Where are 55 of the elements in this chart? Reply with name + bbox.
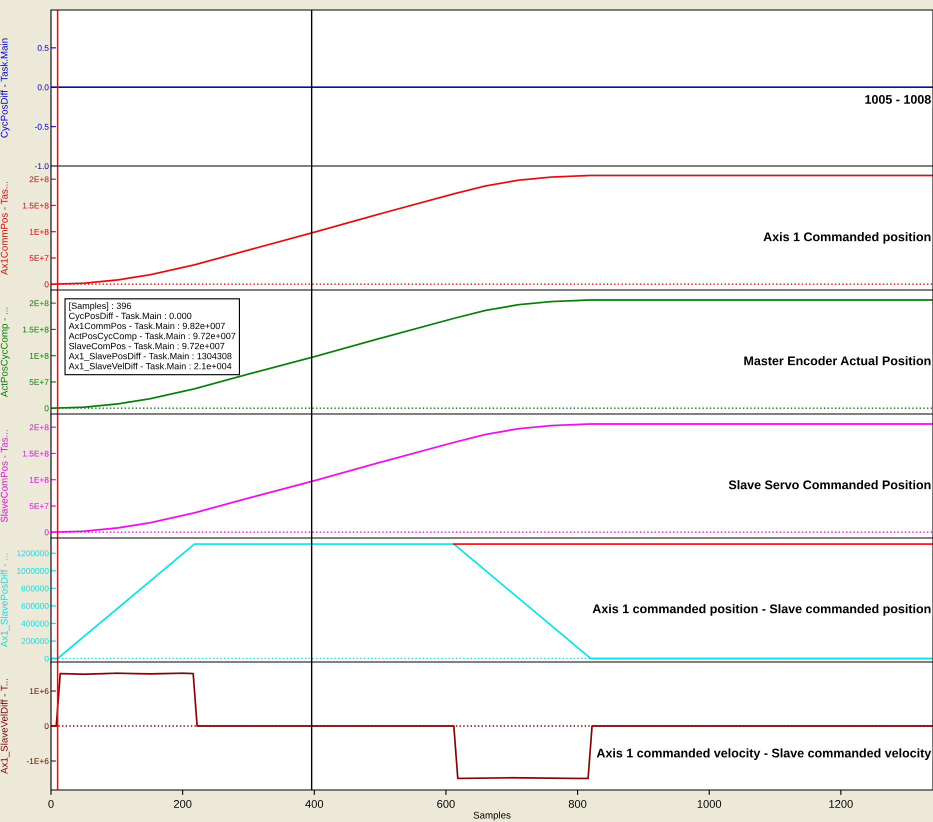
y-tick-label: 1E+6: [30, 688, 49, 694]
y-tick-label: 1E+8: [30, 352, 49, 359]
x-axis-title: Samples: [474, 811, 511, 821]
y-axis-title: Ax1_SlavePosDiff - ...: [0, 554, 10, 648]
y-tick-label: 1E+8: [30, 228, 49, 235]
y-tick-label: 400000: [21, 620, 49, 626]
y-tick-label: 2E+8: [30, 424, 49, 430]
y-tick-label: 2E+8: [30, 300, 49, 306]
x-tick-label: 400: [305, 800, 324, 808]
y-axis-title: Ax1CommPos - Tas...: [0, 182, 8, 275]
annotation: ActPosCycComp - Task.Main : 9.72e+007: [68, 332, 236, 341]
x-tick-label: 1200: [829, 800, 853, 808]
y-tick-label: -1E+6: [26, 758, 49, 764]
y-tick-label: 1.5E+8: [22, 202, 49, 209]
annotation: Ax1_SlaveVelDiff - Task.Main : 2.1e+004: [68, 362, 232, 372]
y-tick-label: 200000: [22, 638, 49, 644]
annotation: [Samples] : 396: [69, 302, 131, 311]
annotation: CycPosDiff - Task.Main : 0.000: [69, 312, 192, 321]
y-axis-title: ActPosCycComp - ...: [0, 308, 10, 398]
y-tick-label: 0: [44, 656, 49, 662]
y-tick-label: 1E+8: [30, 476, 49, 483]
annotation: Slave Servo Commanded Position: [728, 480, 930, 490]
y-tick-label: 5E+7: [30, 379, 48, 386]
y-tick-label: 2E+8: [30, 176, 49, 182]
annotation: Axis 1 commanded position - Slave commanded position: [592, 604, 930, 616]
x-tick-label: 1000: [698, 800, 722, 808]
x-tick-label: 200: [174, 800, 192, 808]
y-tick-label: 0: [44, 281, 49, 288]
annotation: Axis 1 Commanded position: [763, 232, 930, 244]
y-tick-label: 800000: [21, 585, 49, 592]
annotation: Ax1CommPos - Task.Main : 9.82e+007: [68, 322, 225, 330]
y-tick-label: 1.5E+8: [22, 450, 49, 457]
y-tick-label: 0: [44, 723, 49, 730]
y-tick-label: 0.5: [38, 45, 49, 51]
y-axis-title: SlaveComPos - Tas...: [0, 430, 8, 522]
annotation: 1005 - 1008: [865, 94, 931, 104]
y-tick-label: -0.5: [34, 124, 49, 130]
y-tick-label: 600000: [22, 603, 49, 609]
y-axis-title: CycPosDiff - Task.Main: [0, 38, 10, 138]
annotation: Ax1_SlavePosDiff - Task.Main : 1304308: [68, 352, 232, 361]
y-tick-label: 1.5E+8: [22, 326, 49, 333]
x-tick-label: 600: [437, 800, 455, 808]
y-tick-label: 1200000: [17, 550, 49, 556]
annotation: Master Encoder Actual Position: [744, 356, 930, 366]
y-tick-label: 5E+7: [30, 503, 48, 510]
y-tick-label: -1.0: [34, 163, 49, 170]
y-tick-label: 0: [44, 529, 49, 536]
y-tick-label: 1000000: [17, 568, 49, 574]
y-axis-title: Ax1_SlaveVelDiff - T...: [0, 678, 10, 774]
x-tick-label: 800: [568, 800, 586, 808]
y-tick-label: 0.0: [38, 84, 49, 90]
annotation: Axis 1 commanded velocity - Slave commanded velocity: [596, 748, 932, 760]
y-tick-label: 5E+7: [30, 255, 48, 262]
y-tick-label: 0: [44, 405, 49, 412]
annotation: SlaveComPos - Task.Main : 9.72e+007: [69, 342, 224, 350]
